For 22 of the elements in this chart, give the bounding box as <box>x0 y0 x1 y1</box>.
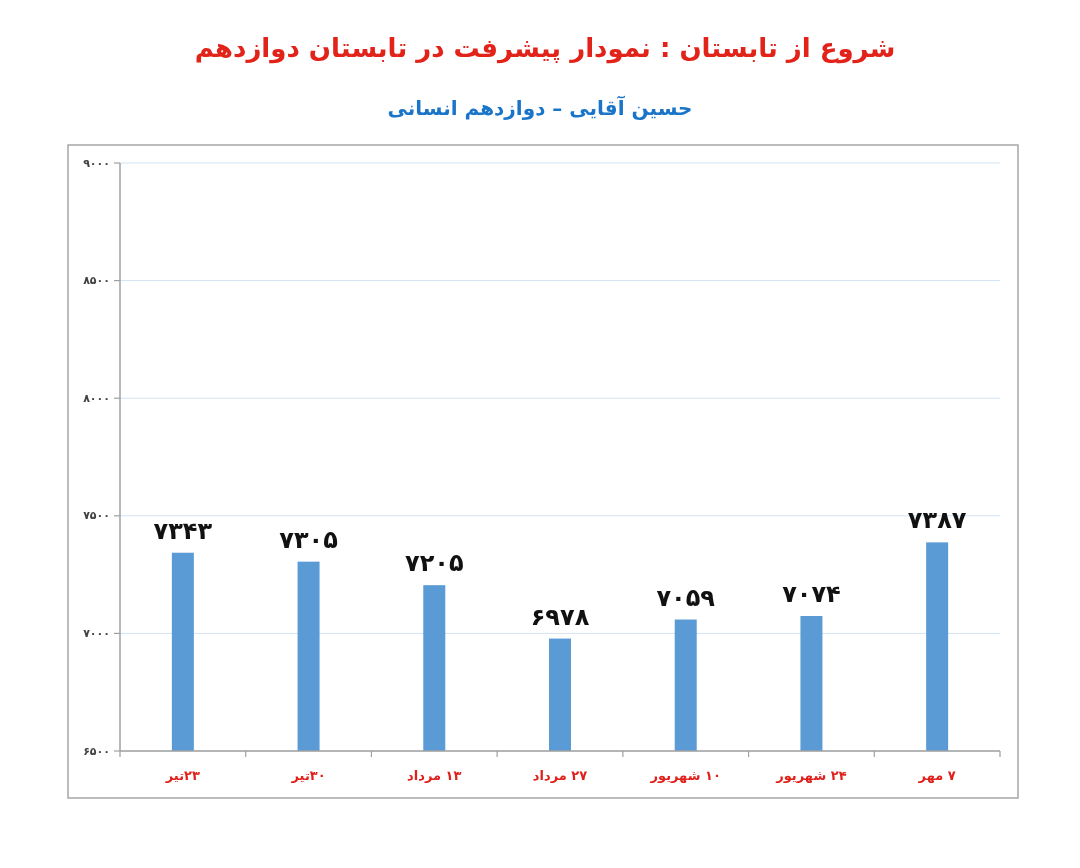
x-tick-label: ۱۳ مرداد <box>407 768 462 783</box>
subtitle: حسین آقایی – دوازدهم انسانی <box>387 96 693 120</box>
x-tick-label: ۷ مهر <box>918 768 956 783</box>
data-label: ۷۳۰۵ <box>279 525 338 554</box>
y-tick-label: ۷۵۰۰ <box>83 509 110 523</box>
y-tick-label: ۹۰۰۰ <box>83 156 110 170</box>
x-tick-label: ۲۳تیر <box>165 768 200 783</box>
data-label: ۷۲۰۵ <box>405 549 464 578</box>
data-label: ۷۰۵۹ <box>656 583 715 612</box>
y-tick-label: ۷۰۰۰ <box>83 626 110 640</box>
x-tick-label: ۱۰ شهریور <box>650 768 721 783</box>
data-label: ۶۹۷۸ <box>530 602 590 631</box>
data-label: ۷۰۷۴ <box>782 580 841 608</box>
y-tick-label: ۸۵۰۰ <box>83 274 110 288</box>
y-tick-label: ۸۰۰۰ <box>83 391 110 405</box>
x-tick-label: ۳۰تیر <box>291 768 326 783</box>
y-tick-label: ۶۵۰۰ <box>83 744 110 758</box>
x-tick-label: ۲۷ مرداد <box>532 768 588 783</box>
title: شروع از تابستان : نمودار پیشرفت در تابستان دوازدهم <box>194 33 896 63</box>
data-label: ۷۳۸۷ <box>907 506 967 535</box>
data-label: ۷۳۴۳ <box>153 516 213 545</box>
x-tick-label: ۲۴ شهریور <box>776 768 847 783</box>
